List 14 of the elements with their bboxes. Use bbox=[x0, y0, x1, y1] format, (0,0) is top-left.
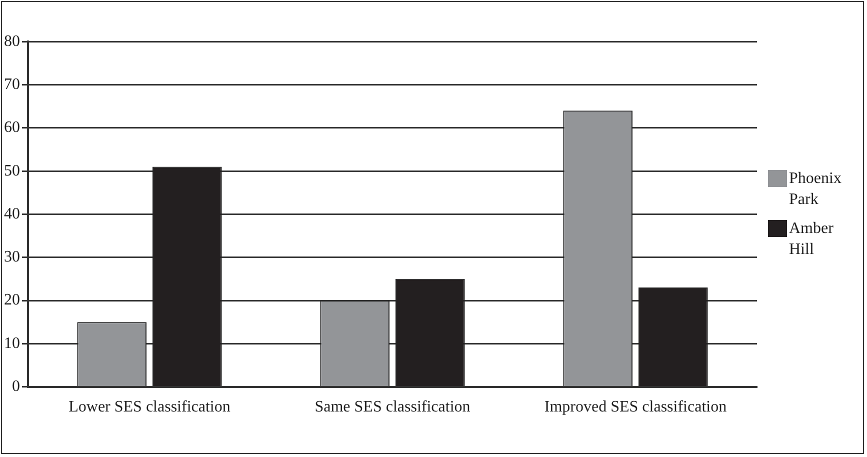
legend-label: Phoenix Park bbox=[789, 169, 842, 210]
legend-label: Amber Hill bbox=[789, 219, 834, 260]
y-tick-label: 70 bbox=[4, 76, 20, 93]
y-tick-label: 20 bbox=[4, 292, 20, 309]
x-tick-label: Lower SES classification bbox=[68, 398, 230, 416]
y-tick-label: 30 bbox=[4, 248, 20, 266]
x-tick-label: Same SES classification bbox=[314, 398, 470, 416]
y-tick-label: 40 bbox=[4, 205, 20, 222]
y-tick-label: 80 bbox=[4, 32, 20, 50]
y-tick-label: 60 bbox=[4, 119, 20, 136]
x-tick-label: Improved SES classification bbox=[544, 398, 727, 416]
y-tick-label: 50 bbox=[4, 162, 20, 180]
y-tick-label: 0 bbox=[12, 378, 20, 396]
y-tick-label: 10 bbox=[4, 334, 20, 352]
